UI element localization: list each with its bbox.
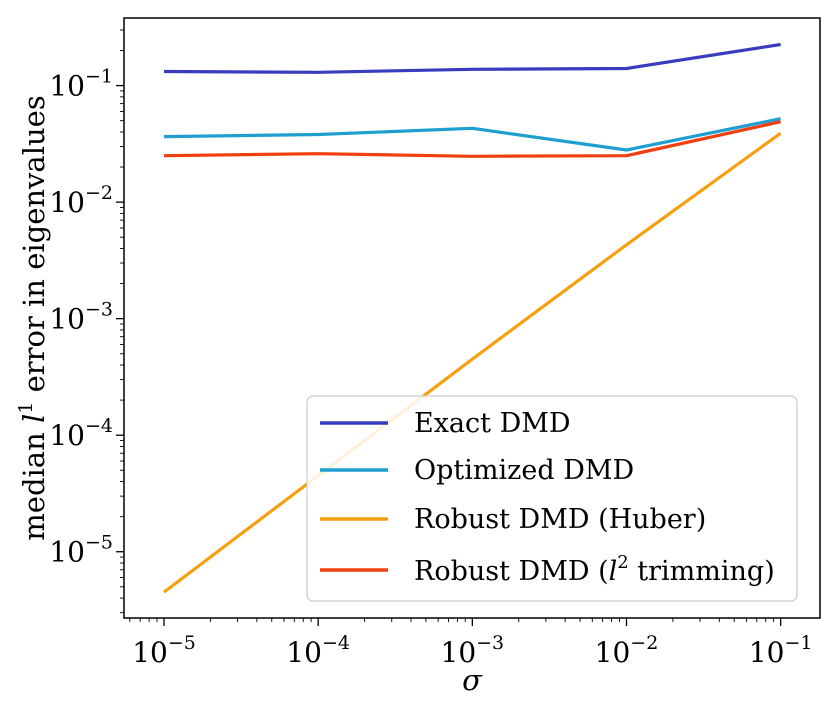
legend-label-exact-dmd: Exact DMD (414, 408, 571, 439)
legend-label-l2-sup: 2 (617, 552, 628, 573)
x-tick-label-4-base: 10 (749, 636, 785, 669)
x-tick-label-3: 10−2 (595, 632, 659, 669)
x-tick-label-2-exp: −3 (476, 632, 504, 654)
legend-box (306, 395, 798, 602)
y-axis-label-suffix: error in eigenvalues (17, 95, 51, 401)
x-tick-label-2: 10−3 (441, 632, 505, 669)
x-tick-label-3-exp: −2 (630, 632, 658, 654)
y-tick-label-1-base: 10 (49, 419, 85, 452)
series-line-optimized-dmd (163, 117, 781, 152)
y-tick-label-3-base: 10 (49, 186, 85, 219)
legend-label-robust-dmd-l2: Robust DMD (l2 trimming) (414, 552, 775, 587)
x-tick-label-0-exp: −5 (168, 632, 196, 654)
y-tick-label-0: 10−5 (49, 532, 113, 569)
series-line-exact-dmd (163, 42, 781, 74)
y-tick-label-0-exp: −5 (85, 532, 113, 554)
legend: Exact DMD Optimized DMD Robust DMD (Hube… (306, 395, 798, 602)
y-tick-label-3-exp: −2 (85, 182, 113, 204)
x-tick-label-1-exp: −4 (322, 632, 350, 654)
y-tick-label-2: 10−3 (49, 299, 113, 336)
legend-label-l2-var: l (609, 556, 618, 587)
x-tick-label-1: 10−4 (286, 632, 350, 669)
ticks-layer: 10−5 10−4 10−3 10−2 10−110−510−410−310−210−1 (49, 29, 813, 669)
legend-label-robust-dmd-huber: Robust DMD (Huber) (414, 504, 706, 535)
y-tick-label-4-base: 10 (49, 70, 85, 103)
y-tick-label-4: 10−1 (49, 66, 113, 103)
y-tick-label-1: 10−4 (49, 415, 113, 452)
legend-label-l2-prefix: Robust DMD ( (414, 556, 609, 587)
y-tick-label-2-exp: −3 (85, 299, 113, 321)
x-tick-label-4: 10−1 (749, 632, 813, 669)
y-axis-label-sup: 1 (15, 402, 37, 414)
x-tick-label-3-base: 10 (595, 636, 631, 669)
y-tick-label-2-base: 10 (49, 303, 85, 336)
y-tick-label-1-exp: −4 (85, 415, 113, 437)
x-tick-label-0-base: 10 (132, 636, 168, 669)
series-layer (163, 42, 782, 594)
x-axis-label: σ (462, 663, 483, 697)
series-line-robust-dmd-l2-trimming (163, 120, 781, 158)
x-tick-label-0: 10−5 (132, 632, 196, 669)
legend-label-optimized-dmd: Optimized DMD (414, 455, 634, 486)
y-axis-label: median l1 error in eigenvalues (15, 95, 51, 540)
legend-label-l2-suffix: trimming) (629, 556, 775, 587)
y-axis-label-var: l (17, 414, 51, 423)
y-tick-label-4-exp: −1 (85, 66, 113, 88)
y-axis-label-prefix: median (17, 423, 51, 541)
y-tick-label-0-base: 10 (49, 536, 85, 569)
x-tick-label-1-base: 10 (286, 636, 322, 669)
x-tick-label-2-base: 10 (441, 636, 477, 669)
y-tick-label-3: 10−2 (49, 182, 113, 219)
series-line-robust-dmd-huber (163, 131, 782, 594)
x-tick-label-4-exp: −1 (784, 632, 812, 654)
